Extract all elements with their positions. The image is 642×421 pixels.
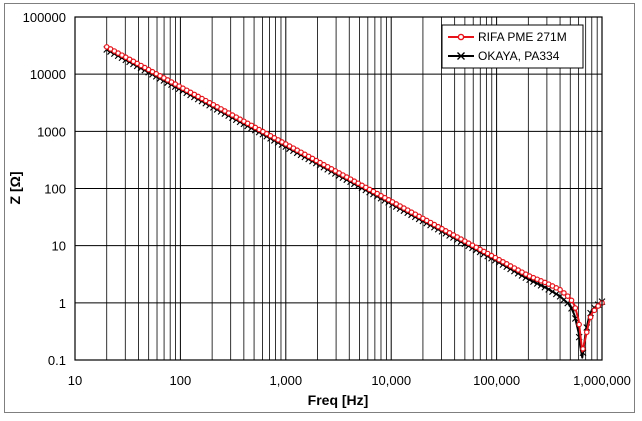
x-axis-label: Freq [Hz]: [308, 392, 369, 408]
y-tick-label: 100000: [23, 10, 66, 25]
y-tick-label: 1000: [37, 124, 66, 139]
data-point-rifa: [568, 297, 575, 304]
legend-box: [441, 24, 584, 69]
data-point-rifa: [591, 307, 598, 314]
y-axis-label: Z [Ω]: [7, 172, 23, 205]
data-point-rifa: [595, 303, 601, 309]
y-tick-label: 10000: [30, 67, 66, 82]
y-tick-label: 100: [44, 182, 66, 197]
legend: RIFA PME 271M OKAYA, PA334: [441, 24, 584, 69]
data-point-rifa: [564, 293, 571, 299]
x-tick-label: 1,000: [270, 373, 303, 388]
data-point-rifa: [561, 290, 567, 296]
legend-label-rifa: RIFA PME 271M: [478, 30, 567, 44]
x-tick-label: 100,000: [473, 373, 520, 388]
x-tick-label: 1,000,000: [573, 373, 631, 388]
x-tick-labels: 10 100 1,000 10,000 100,000 1,000,000: [68, 373, 631, 388]
plot-border: [74, 16, 603, 361]
series-layer: [103, 44, 606, 359]
legend-marker-okaya: [457, 52, 465, 60]
y-tick-label: 0.1: [48, 353, 66, 368]
data-point-rifa: [576, 321, 582, 328]
data-point-okaya: [552, 290, 560, 298]
data-point-rifa: [557, 286, 563, 293]
legend-marker-rifa: [457, 33, 465, 41]
data-point-rifa: [580, 346, 586, 352]
x-tick-label: 100: [170, 373, 192, 388]
data-point-rifa: [583, 329, 590, 336]
y-tick-labels: 0.1 1 10 100 1000 10000 100000: [23, 10, 66, 368]
y-tick-label: 1: [59, 296, 66, 311]
x-tick-label: 10: [68, 373, 82, 388]
data-point-rifa: [587, 314, 594, 321]
y-tick-label: 10: [52, 239, 66, 254]
legend-label-okaya: OKAYA, PA334: [478, 49, 560, 63]
grid-lines: [75, 17, 602, 360]
x-tick-label: 10,000: [371, 373, 411, 388]
data-point-rifa: [572, 305, 579, 311]
